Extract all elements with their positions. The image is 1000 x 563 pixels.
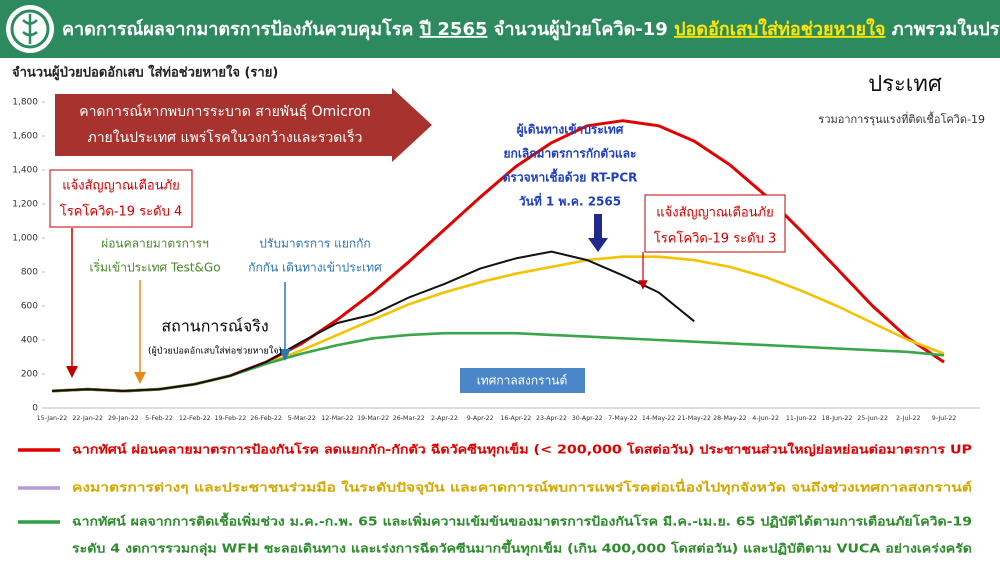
x-tick-label: 19-Feb-22 xyxy=(215,415,247,422)
header-title: คาดการณ์ผลจากมาตรการป้องกันควบคุมโรค ปี … xyxy=(62,18,1000,41)
x-tick-label: 15-Jan-22 xyxy=(37,415,68,422)
annotation-text: ผู้เดินทางเข้าประเทศ xyxy=(517,123,624,138)
annotation-text: ยกเลิกมาตรการกักตัวและ xyxy=(504,147,637,161)
annotation-text: ภายในประเทศ แพร่โรคในวงกว้างและรวดเร็ว xyxy=(87,128,362,146)
y-tick-label: 600 xyxy=(21,302,38,312)
x-tick-label: 18-Jun-22 xyxy=(822,415,853,422)
annotation-text: คาดการณ์หากพบการระบาด สายพันธุ์ Omicron xyxy=(79,103,371,120)
annotation-text: ตรวจหาเชื้อด้วย RT-PCR xyxy=(503,168,638,185)
series-line xyxy=(51,250,695,392)
annotation-arrow-box xyxy=(55,88,432,162)
x-tick-label: 29-Jan-22 xyxy=(108,415,139,422)
annotation-text: โรคโควิด-19 ระดับ 3 xyxy=(654,231,777,247)
annotation-text: แจ้งสัญญาณเตือนภัย xyxy=(656,205,774,221)
y-axis-label: จำนวนผู้ป่วยปอดอักเสบ ใส่ท่อช่วยหายใจ (ร… xyxy=(12,64,278,81)
y-tick-label: 1,600 xyxy=(12,132,38,142)
title-part: ปี 2565 xyxy=(418,19,487,40)
x-tick-label: 2-Jul-22 xyxy=(896,415,921,422)
logo-ring xyxy=(10,9,50,49)
annotation-box xyxy=(49,169,193,228)
x-tick-label: 14-May-22 xyxy=(642,415,675,422)
legend-text: ฉากทัศน์ ผลจากการติดเชื้อเพิ่มช่วง ม.ค.-… xyxy=(72,512,972,529)
annotation-text: แจ้งสัญญาณเตือนภัย xyxy=(62,178,180,194)
x-tick-label: 22-Jan-22 xyxy=(72,415,103,422)
annotation-text: ปรับมาตรการ แยกกัก xyxy=(259,237,370,251)
x-tick-label: 19-Mar-22 xyxy=(357,415,389,422)
legend-text: ฉากทัศน์ ผ่อนคลายมาตรการป้องกันโรค ลดแยก… xyxy=(72,442,972,458)
region-title: ประเทศ xyxy=(868,72,942,97)
annotation-text: เริ่มเข้าประเทศ Test&Go xyxy=(89,259,220,275)
y-tick-label: 1,800 xyxy=(12,98,38,108)
x-tick-label: 11-Jun-22 xyxy=(786,415,817,422)
y-tick-label: 1,200 xyxy=(12,200,38,210)
annotation-box xyxy=(644,194,786,253)
y-tick-label: 0 xyxy=(32,404,38,414)
annotation-text: สถานการณ์จริง xyxy=(161,317,268,336)
annotation-box xyxy=(460,368,585,393)
plot: 0 200 400 600 800 1,000 1,200 1,400 1,600 1,800 15… xyxy=(12,98,956,423)
x-tick-label: 30-Apr-22 xyxy=(572,415,603,422)
header-band xyxy=(0,0,1000,58)
x-tick-label: 28-May-22 xyxy=(713,415,746,422)
x-tick-label: 16-Apr-22 xyxy=(500,415,531,422)
y-tick-label: 1,400 xyxy=(12,166,38,176)
x-tick-label: 7-May-22 xyxy=(608,415,637,422)
title-part: ปอดอักเสบใส่ท่อช่วยหายใจ xyxy=(674,18,885,40)
title-part: คาดการณ์ผลจากมาตรการป้องกันควบคุมโรค xyxy=(62,18,420,41)
annotations: คาดการณ์หากพบการระบาด สายพันธุ์ Omicron ภ… xyxy=(49,88,786,393)
x-tick-label: 9-Apr-22 xyxy=(467,415,494,422)
x-tick-label: 5-Mar-22 xyxy=(288,415,316,422)
annotation-text: กักกัน เดินทางเข้าประเทศ xyxy=(248,261,382,275)
x-tick-label: 26-Feb-22 xyxy=(250,415,282,422)
y-tick-label: 800 xyxy=(21,268,38,278)
logo-emblem xyxy=(22,14,38,44)
legend: ฉากทัศน์ ผ่อนคลายมาตรการป้องกันโรค ลดแยก… xyxy=(18,442,972,557)
annotation-text: โรคโควิด-19 ระดับ 4 xyxy=(60,204,183,220)
y-tick-label: 400 xyxy=(21,336,38,346)
x-tick-label: 26-Mar-22 xyxy=(393,415,425,422)
x-tick-label: 2-Apr-22 xyxy=(431,415,458,422)
y-tick-label: 1,000 xyxy=(12,234,38,244)
x-tick-label: 25-Jun-22 xyxy=(857,415,888,422)
region-subtitle: รวมอาการรุนแรงที่ติดเชื้อโควิด-19 xyxy=(818,111,985,126)
annotation-text: วันที่ 1 พ.ค. 2565 xyxy=(519,193,621,209)
legend-text: ระดับ 4 งดการรวมกลุ่ม WFH ชะลอเดินทาง แล… xyxy=(72,539,972,557)
x-tick-label: 4-Jun-22 xyxy=(752,415,779,422)
title-part: ภาพรวมในประเทศ xyxy=(885,18,1000,40)
x-tick-label: 5-Feb-22 xyxy=(145,415,173,422)
annotation-arrow xyxy=(588,214,608,252)
x-tick-label: 12-Mar-22 xyxy=(321,415,353,422)
legend-text: คงมาตรการต่างๆ และประชาชนร่วมมือ ในระดับ… xyxy=(72,479,972,496)
x-tick-label: 23-Apr-22 xyxy=(536,415,567,422)
annotation-text: เทศกาลสงกรานต์ xyxy=(477,374,568,388)
annotation-text: (ผู้ป่วยปอดอักเสบใส่ท่อช่วยหายใจ) xyxy=(148,346,282,357)
x-tick-label: 9-Jul-22 xyxy=(932,415,957,422)
title-part: จำนวนผู้ป่วยโควิด-19 xyxy=(488,18,675,41)
annotation-text: ผ่อนคลายมาตรการฯ xyxy=(101,237,209,251)
x-tick-label: 12-Feb-22 xyxy=(179,415,211,422)
y-tick-label: 200 xyxy=(21,370,38,380)
x-tick-label: 21-May-22 xyxy=(677,415,710,422)
